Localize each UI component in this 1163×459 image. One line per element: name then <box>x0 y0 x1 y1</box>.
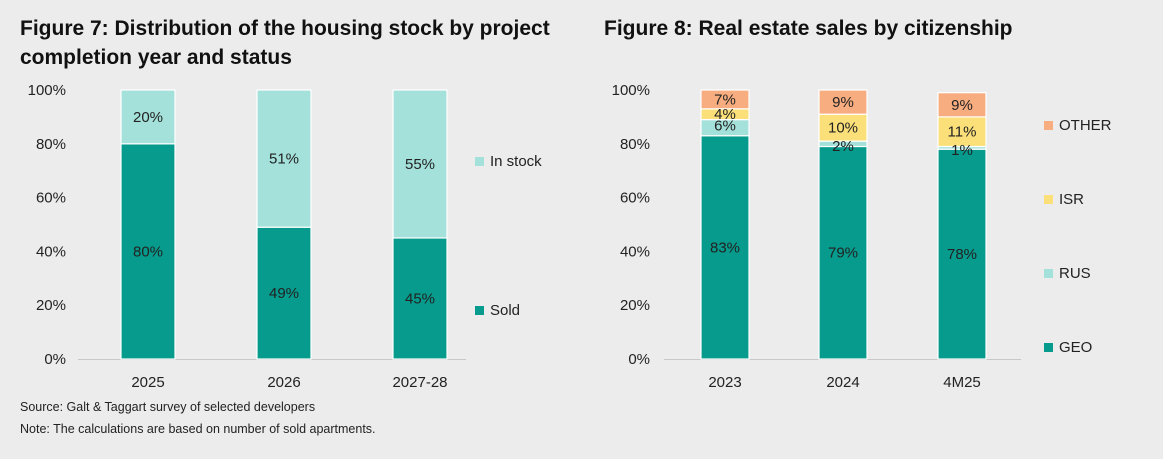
data-label: 11% <box>948 124 977 141</box>
x-tick-label: 2026 <box>267 374 300 391</box>
legend-swatch <box>475 157 484 166</box>
data-label: 2% <box>832 138 854 155</box>
y-tick-label: 20% <box>36 297 66 314</box>
figure-8-chart: 0% 20% 40% 60% 80% 100% 2023 2024 4M25 83% 6%4%7% 7… <box>612 82 1112 391</box>
legend-label: RUS <box>1059 265 1091 282</box>
bar-segment-in-stock <box>392 89 448 239</box>
legend-swatch <box>1044 121 1053 130</box>
legend-label: GEO <box>1059 339 1092 356</box>
source-note: Source: Galt & Taggart survey of selecte… <box>20 400 316 414</box>
bar-segment-in-stock <box>256 89 312 228</box>
legend-swatch <box>1044 343 1053 352</box>
data-label: 55% <box>405 156 435 173</box>
bar-segment-sold <box>120 143 176 360</box>
bar-segment-geo <box>700 135 750 360</box>
data-label: 80% <box>133 243 163 260</box>
y-tick-label: 80% <box>36 136 66 153</box>
bar-segment-isr <box>937 116 987 148</box>
x-tick-label: 4M25 <box>943 374 981 391</box>
data-label: 9% <box>832 94 854 111</box>
data-label: 7% <box>714 91 736 108</box>
y-tick-label: 80% <box>620 136 650 153</box>
bar-segment-geo <box>937 148 987 360</box>
y-tick-label: 40% <box>36 243 66 260</box>
bar-segment-sold <box>256 226 312 360</box>
y-tick-label: 40% <box>620 243 650 260</box>
y-tick-label: 100% <box>28 82 66 99</box>
y-tick-label: 0% <box>628 351 650 368</box>
data-label: 49% <box>269 285 299 302</box>
x-tick-label: 2027-28 <box>392 374 447 391</box>
bar-segment-other <box>700 89 750 110</box>
bar-segment-geo <box>818 145 868 360</box>
bar-segment-isr <box>818 113 868 142</box>
data-label: 83% <box>710 239 740 256</box>
data-label: 51% <box>269 151 299 168</box>
x-tick-label: 2025 <box>131 374 164 391</box>
data-label: 10% <box>828 120 858 137</box>
legend-swatch <box>1044 269 1053 278</box>
y-tick-label: 0% <box>44 351 66 368</box>
legend-label: Sold <box>490 302 520 319</box>
y-tick-label: 20% <box>620 297 650 314</box>
legend-swatch <box>1044 195 1053 204</box>
x-tick-label: 2024 <box>826 374 859 391</box>
data-label: 78% <box>947 246 977 263</box>
y-tick-label: 60% <box>36 190 66 207</box>
bar-segment-in-stock <box>120 89 176 145</box>
figure-8-title: Figure 8: Real estate sales by citizensh… <box>604 17 1013 40</box>
calculation-note: Note: The calculations are based on numb… <box>20 422 376 436</box>
figure-7-chart: 0% 20% 40% 60% 80% 100% 2025 2026 2027-28 80% 20% 4… <box>28 82 543 391</box>
x-tick-label: 2023 <box>708 374 741 391</box>
legend-label: OTHER <box>1059 117 1112 134</box>
data-label: 1% <box>951 142 973 159</box>
data-label: 45% <box>405 290 435 307</box>
data-label: 9% <box>951 97 973 114</box>
data-label: 4% <box>714 106 736 123</box>
data-label: 20% <box>133 109 163 126</box>
legend-label: In stock <box>490 153 542 170</box>
figure-7-title: Figure 7: Distribution of the housing st… <box>20 17 550 69</box>
bar-segment-sold <box>392 237 448 360</box>
y-tick-label: 60% <box>620 190 650 207</box>
y-tick-label: 100% <box>612 82 650 99</box>
bar-segment-other <box>937 92 987 118</box>
data-label: 6% <box>714 118 736 135</box>
bar-segment-other <box>818 89 868 115</box>
legend-label: ISR <box>1059 191 1084 208</box>
data-label: 79% <box>828 245 858 262</box>
legend-swatch <box>475 306 484 315</box>
